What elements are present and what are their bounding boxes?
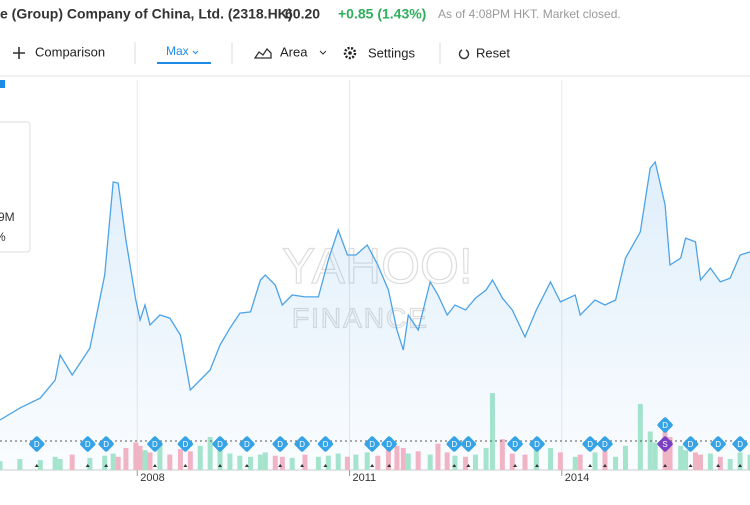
event-label: D <box>587 440 593 449</box>
event-label: D <box>85 440 91 449</box>
quote-price: 60.20 <box>285 6 320 22</box>
range-underline <box>157 62 211 64</box>
tooltip-change: % <box>0 230 6 244</box>
event-label: D <box>662 421 668 430</box>
chevron <box>193 51 198 54</box>
event-label: D <box>299 440 305 449</box>
quote-status: As of 4:08PM HKT. Market closed. <box>438 7 621 21</box>
event-label: D <box>369 440 375 449</box>
event-label: D <box>602 440 608 449</box>
tooltip-volume: 9M <box>0 210 15 224</box>
event-label: D <box>34 440 40 449</box>
x-tick-label: 2014 <box>565 472 589 484</box>
event-label: D <box>103 440 109 449</box>
event-label: D <box>451 440 457 449</box>
settings-button[interactable]: Settings <box>368 45 415 60</box>
comparison-button[interactable]: Comparison <box>35 44 105 59</box>
quote-change: +0.85 (1.43%) <box>338 6 426 22</box>
area-icon <box>255 49 271 58</box>
plus-icon <box>13 47 25 59</box>
event-label: D <box>386 440 392 449</box>
chevron <box>320 51 326 54</box>
quote-title: e (Group) Company of China, Ltd. (2318.H… <box>0 6 292 22</box>
x-tick-label: 2011 <box>353 472 377 484</box>
event-label: D <box>715 440 721 449</box>
event-label: D <box>277 440 283 449</box>
toolbar: Comparison Max Area Settings Reset <box>13 42 510 64</box>
price-area <box>0 162 750 470</box>
settings-icon <box>348 51 352 55</box>
event-label: D <box>737 440 743 449</box>
range-button[interactable]: Max <box>166 44 189 58</box>
event-label: D <box>512 440 518 449</box>
range-handle <box>0 80 5 88</box>
reset-icon <box>460 50 469 59</box>
chart-type-button[interactable]: Area <box>280 44 308 59</box>
event-label: D <box>182 440 188 449</box>
x-tick-label: 2008 <box>140 472 164 484</box>
event-label: D <box>244 440 250 449</box>
event-label: D <box>534 440 540 449</box>
event-label: S <box>662 440 667 449</box>
event-label: D <box>688 440 694 449</box>
event-label: D <box>466 440 472 449</box>
event-label: D <box>323 440 329 449</box>
reset-button[interactable]: Reset <box>476 45 510 60</box>
event-label: D <box>217 440 223 449</box>
event-label: D <box>152 440 158 449</box>
